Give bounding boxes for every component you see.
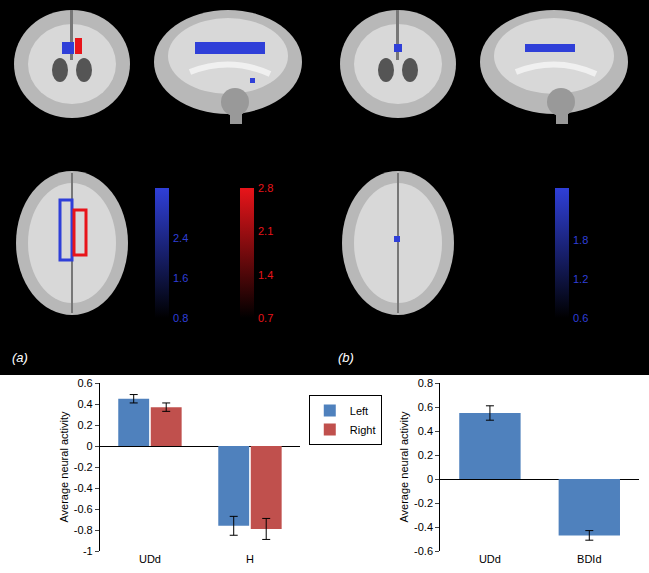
svg-text:0.8: 0.8 <box>173 312 188 324</box>
svg-text:Right: Right <box>350 424 376 436</box>
svg-text:0.2: 0.2 <box>77 419 92 431</box>
svg-text:-0.2: -0.2 <box>74 461 93 473</box>
svg-text:H: H <box>246 553 254 565</box>
svg-text:2.1: 2.1 <box>258 225 273 237</box>
svg-text:0.4: 0.4 <box>77 398 92 410</box>
svg-text:1.4: 1.4 <box>258 269 273 281</box>
svg-text:0.8: 0.8 <box>418 377 433 389</box>
svg-text:(a): (a) <box>12 350 28 365</box>
svg-text:-0.8: -0.8 <box>74 524 93 536</box>
svg-text:-0.4: -0.4 <box>414 521 433 533</box>
svg-text:0.4: 0.4 <box>418 425 433 437</box>
svg-text:-0.6: -0.6 <box>74 503 93 515</box>
svg-text:-0.2: -0.2 <box>414 497 433 509</box>
svg-text:1.8: 1.8 <box>573 234 588 246</box>
svg-text:0.6: 0.6 <box>77 377 92 389</box>
svg-text:0.6: 0.6 <box>418 401 433 413</box>
svg-text:BDId: BDId <box>577 553 601 565</box>
svg-text:0: 0 <box>427 473 433 485</box>
svg-text:0.7: 0.7 <box>258 312 273 324</box>
svg-text:-1: -1 <box>83 545 93 557</box>
svg-text:0: 0 <box>87 440 93 452</box>
svg-text:1.6: 1.6 <box>173 272 188 284</box>
svg-text:-0.6: -0.6 <box>414 545 433 557</box>
svg-text:2.8: 2.8 <box>258 182 273 194</box>
svg-text:Average neural activity: Average neural activity <box>398 411 410 523</box>
svg-text:0.6: 0.6 <box>573 312 588 324</box>
svg-text:UDd: UDd <box>479 553 501 565</box>
svg-text:Average neural activity: Average neural activity <box>58 411 70 523</box>
svg-text:UDd: UDd <box>139 553 161 565</box>
svg-text:(b): (b) <box>338 350 354 365</box>
svg-text:Left: Left <box>350 405 368 417</box>
svg-text:1.2: 1.2 <box>573 273 588 285</box>
svg-text:-0.4: -0.4 <box>74 482 93 494</box>
svg-text:2.4: 2.4 <box>173 232 188 244</box>
svg-text:0.2: 0.2 <box>418 449 433 461</box>
